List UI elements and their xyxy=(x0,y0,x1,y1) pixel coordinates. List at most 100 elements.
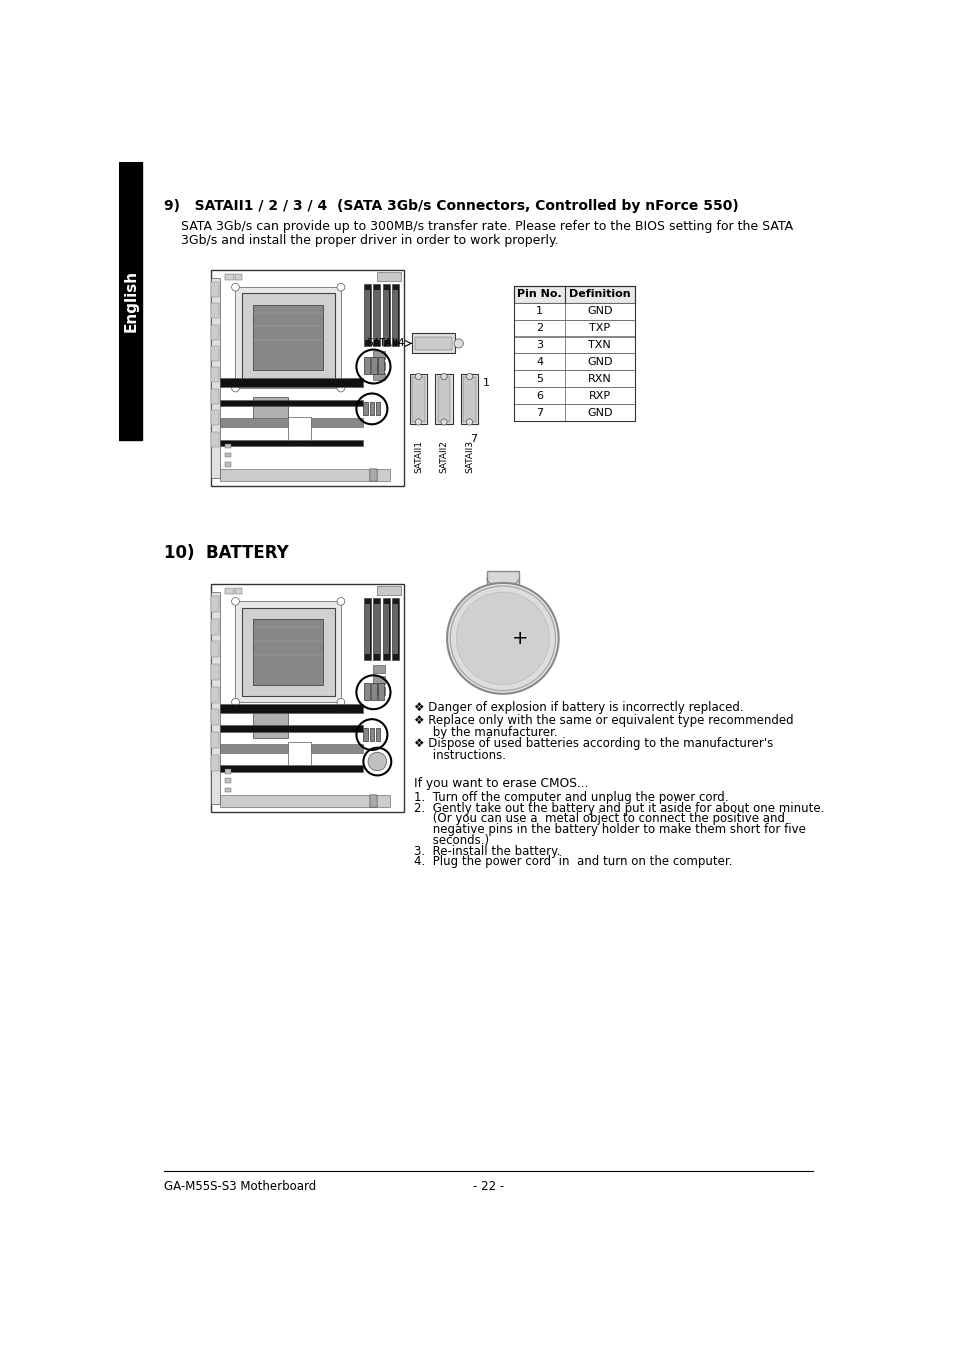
Circle shape xyxy=(450,586,555,691)
Circle shape xyxy=(456,592,549,685)
Bar xyxy=(212,709,219,726)
Bar xyxy=(371,682,376,700)
Bar xyxy=(288,742,311,765)
Bar xyxy=(514,320,634,337)
Circle shape xyxy=(232,385,239,391)
Text: English: English xyxy=(123,269,138,332)
Bar xyxy=(220,440,363,445)
Bar xyxy=(412,376,424,422)
Text: 2: 2 xyxy=(536,324,542,333)
Bar xyxy=(224,769,231,774)
Text: RXP: RXP xyxy=(588,391,610,401)
Bar xyxy=(369,795,377,807)
Bar xyxy=(373,676,385,684)
Text: TXP: TXP xyxy=(589,324,610,333)
Bar xyxy=(224,462,231,467)
Bar xyxy=(374,604,379,654)
Bar xyxy=(377,682,383,700)
Text: 1: 1 xyxy=(536,306,542,315)
Text: negative pins in the battery holder to make them short for five: negative pins in the battery holder to m… xyxy=(414,823,804,837)
Bar xyxy=(514,387,634,405)
Circle shape xyxy=(232,699,239,705)
Text: SATAII4: SATAII4 xyxy=(366,337,404,348)
Bar xyxy=(288,417,311,440)
Text: seconds.): seconds.) xyxy=(414,834,488,846)
Bar xyxy=(363,402,368,416)
Text: 10)  BATTERY: 10) BATTERY xyxy=(164,543,289,562)
Text: (Or you can use a  metal object to connect the positive and: (Or you can use a metal object to connec… xyxy=(414,812,784,826)
Bar xyxy=(241,608,335,696)
Text: GND: GND xyxy=(586,357,612,367)
Circle shape xyxy=(336,385,344,391)
Bar xyxy=(363,727,368,741)
Bar xyxy=(369,402,374,416)
Bar xyxy=(220,418,363,428)
Circle shape xyxy=(466,374,472,379)
Bar xyxy=(369,727,374,741)
Text: by the manufacturer.: by the manufacturer. xyxy=(414,726,557,739)
Bar xyxy=(212,303,219,318)
Bar xyxy=(437,376,450,422)
Text: 1.  Turn off the computer and unplug the power cord.: 1. Turn off the computer and unplug the … xyxy=(414,791,727,804)
Bar xyxy=(253,619,323,685)
Bar xyxy=(373,351,385,359)
Bar xyxy=(253,711,288,738)
Bar xyxy=(369,795,377,807)
Bar xyxy=(212,663,219,680)
Text: TXN: TXN xyxy=(588,340,611,349)
Bar xyxy=(369,468,377,481)
Bar xyxy=(212,733,219,747)
Bar xyxy=(393,290,397,340)
Circle shape xyxy=(440,374,447,379)
Bar xyxy=(211,278,220,478)
Text: Definition: Definition xyxy=(568,290,630,299)
Bar xyxy=(373,598,380,659)
Bar xyxy=(224,588,233,594)
Bar xyxy=(514,353,634,371)
Text: 6: 6 xyxy=(536,391,542,401)
Bar xyxy=(514,405,634,421)
Circle shape xyxy=(232,597,239,605)
Text: 7: 7 xyxy=(536,408,542,418)
Bar xyxy=(369,468,377,481)
Bar xyxy=(211,271,404,486)
Text: - 22 -: - 22 - xyxy=(473,1181,504,1193)
Bar xyxy=(220,726,363,731)
Bar xyxy=(514,286,634,421)
Circle shape xyxy=(336,699,344,705)
Bar xyxy=(212,410,219,425)
Text: 1: 1 xyxy=(482,378,489,389)
Circle shape xyxy=(447,584,558,693)
Text: +: + xyxy=(511,628,528,647)
Bar xyxy=(220,399,363,406)
Text: ❖ Dispose of used batteries according to the manufacturer's: ❖ Dispose of used batteries according to… xyxy=(414,737,772,750)
Bar xyxy=(241,294,335,382)
Circle shape xyxy=(336,597,344,605)
Bar xyxy=(119,162,142,440)
Text: SATAII3: SATAII3 xyxy=(464,440,474,473)
Bar xyxy=(220,468,390,481)
Text: 3Gb/s and install the proper driver in order to work properly.: 3Gb/s and install the proper driver in o… xyxy=(181,234,558,246)
Bar xyxy=(373,686,385,695)
Bar xyxy=(375,727,380,741)
Bar xyxy=(392,284,398,345)
Bar xyxy=(377,357,383,374)
Bar xyxy=(377,272,400,282)
Circle shape xyxy=(454,338,463,348)
Bar xyxy=(373,284,380,345)
Bar xyxy=(392,598,398,659)
Bar xyxy=(375,402,380,416)
Bar xyxy=(212,347,219,362)
Text: 2.  Gently take out the battery and put it aside for about one minute.: 2. Gently take out the battery and put i… xyxy=(414,802,823,815)
Bar xyxy=(383,604,389,654)
Bar xyxy=(514,337,634,353)
Text: 9)   SATAII1 / 2 / 3 / 4  (SATA 3Gb/s Connectors, Controlled by nForce 550): 9) SATAII1 / 2 / 3 / 4 (SATA 3Gb/s Conne… xyxy=(164,199,739,213)
Text: SATA 3Gb/s can provide up to 300MB/s transfer rate. Please refer to the BIOS set: SATA 3Gb/s can provide up to 300MB/s tra… xyxy=(181,221,793,233)
Bar xyxy=(514,303,634,320)
Bar xyxy=(212,325,219,340)
Bar xyxy=(235,274,241,280)
Text: ❖ Replace only with the same or equivalent type recommended: ❖ Replace only with the same or equivale… xyxy=(414,714,793,727)
Bar xyxy=(212,754,219,770)
Bar xyxy=(460,374,477,424)
Bar xyxy=(211,592,220,804)
